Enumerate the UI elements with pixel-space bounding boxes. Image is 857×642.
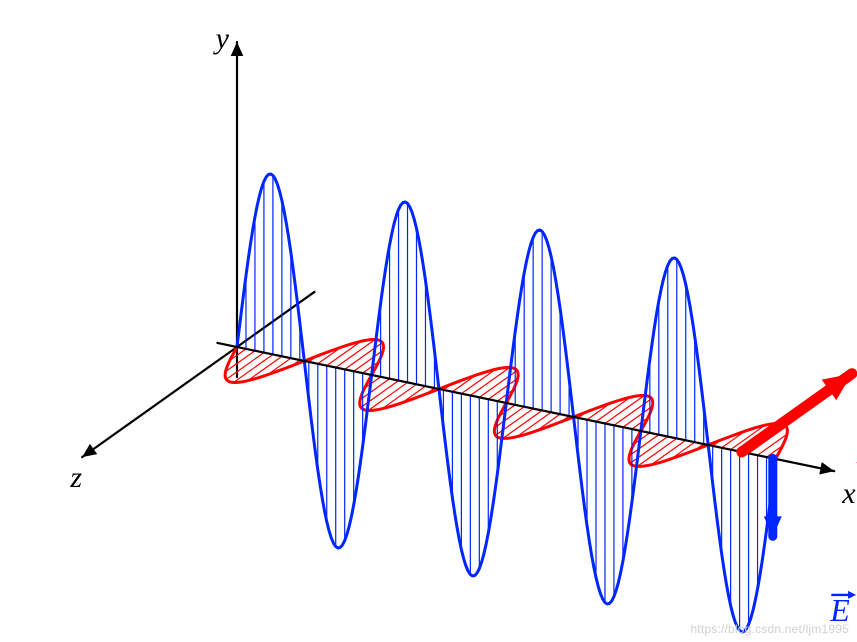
axis-label-z: z [69, 461, 82, 494]
labels: yzxBE [69, 22, 857, 628]
em-wave-diagram: yzxBE [0, 0, 857, 642]
axis-label-x: x [841, 477, 856, 510]
axes-back [82, 42, 314, 457]
watermark-text: https://blog.csdn.net/ljm1995 [690, 622, 849, 636]
axis-label-y: y [213, 22, 230, 55]
